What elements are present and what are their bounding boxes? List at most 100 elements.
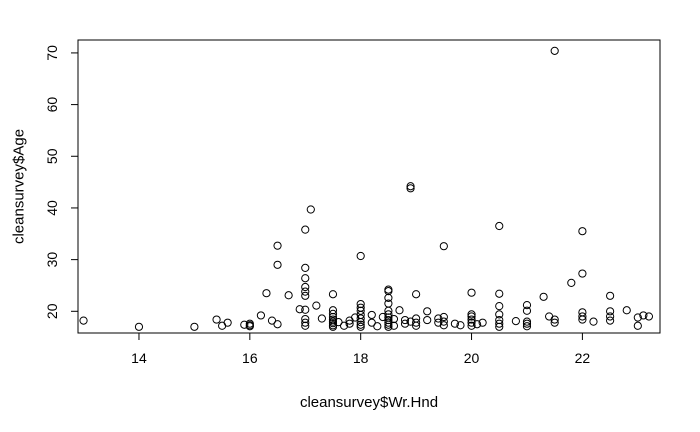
data-point [134, 322, 144, 331]
data-point [550, 318, 559, 327]
data-point [639, 311, 648, 320]
data-point [467, 312, 476, 321]
data-points [79, 46, 654, 331]
data-point [245, 321, 254, 330]
data-point [284, 291, 293, 300]
y-tick-label: 30 [44, 252, 60, 268]
data-point [439, 321, 448, 330]
data-point [567, 278, 576, 287]
data-point [295, 305, 304, 314]
data-point [395, 306, 404, 315]
data-point [312, 301, 321, 310]
data-point [606, 316, 615, 325]
data-point [550, 315, 559, 324]
data-point [495, 221, 504, 231]
data-point [589, 317, 598, 326]
data-point [301, 225, 310, 234]
data-point [467, 310, 476, 319]
data-point [522, 306, 532, 315]
data-point [550, 46, 559, 55]
data-point [478, 318, 487, 327]
data-point [439, 317, 448, 326]
data-point [522, 322, 532, 331]
data-point [301, 318, 310, 327]
data-point [389, 314, 399, 324]
x-tick-label: 20 [464, 350, 480, 366]
data-point [439, 242, 448, 251]
data-point [406, 182, 415, 191]
data-point [328, 306, 338, 315]
data-point [423, 315, 432, 325]
data-point [622, 306, 631, 315]
x-tick-label: 18 [353, 350, 369, 366]
data-point [412, 290, 421, 299]
data-point [339, 321, 349, 330]
data-point [223, 318, 232, 327]
data-point [301, 314, 310, 324]
x-axis: 14 16 18 20 22 [131, 332, 591, 366]
data-point [412, 318, 421, 327]
data-point [367, 310, 376, 320]
data-point [511, 317, 520, 326]
data-point [367, 318, 376, 327]
data-point [334, 318, 343, 327]
data-point [384, 299, 393, 308]
data-point [317, 314, 326, 323]
data-point [273, 320, 282, 329]
data-point [351, 313, 360, 322]
y-axis-label: cleansurvey$Age [10, 129, 27, 244]
data-point [439, 312, 448, 322]
data-point [633, 321, 642, 330]
data-point [406, 184, 415, 193]
data-point [400, 319, 410, 328]
data-point [356, 251, 365, 261]
x-tick-label: 14 [131, 350, 147, 366]
data-point [423, 307, 432, 316]
data-point [328, 317, 338, 326]
x-tick-label: 16 [242, 350, 258, 366]
data-point [240, 320, 249, 329]
y-tick-label: 60 [44, 97, 60, 113]
data-point [356, 314, 365, 323]
data-point [467, 318, 476, 327]
data-point [79, 316, 88, 325]
data-point [495, 289, 504, 298]
data-point [301, 274, 310, 283]
data-point [267, 316, 277, 325]
data-point [467, 321, 476, 330]
data-point [384, 315, 393, 325]
data-point [256, 311, 266, 320]
data-point [273, 260, 282, 269]
data-point [522, 319, 532, 328]
data-point [301, 305, 310, 314]
data-point [495, 302, 504, 311]
data-point [606, 307, 615, 316]
y-axis: 20 30 40 50 60 70 [44, 45, 79, 319]
y-tick-label: 40 [44, 200, 60, 216]
data-point [495, 315, 504, 325]
data-point [467, 315, 476, 324]
data-point [345, 319, 354, 328]
data-point [522, 300, 532, 310]
data-point [450, 319, 460, 328]
data-point [472, 320, 482, 329]
data-point [400, 315, 410, 325]
data-point [578, 308, 587, 317]
data-point [434, 318, 443, 327]
y-tick-label: 20 [44, 303, 60, 319]
data-point [356, 320, 365, 329]
data-point [301, 282, 310, 292]
data-point [644, 312, 654, 321]
data-point [578, 227, 587, 236]
data-point [606, 291, 615, 300]
data-point [356, 299, 365, 309]
data-point [412, 314, 421, 323]
data-point [373, 322, 382, 331]
x-tick-label: 22 [575, 350, 591, 366]
data-point [578, 312, 587, 321]
data-point [190, 322, 199, 331]
data-point [495, 310, 504, 319]
data-point [633, 313, 642, 322]
data-point [301, 291, 310, 300]
